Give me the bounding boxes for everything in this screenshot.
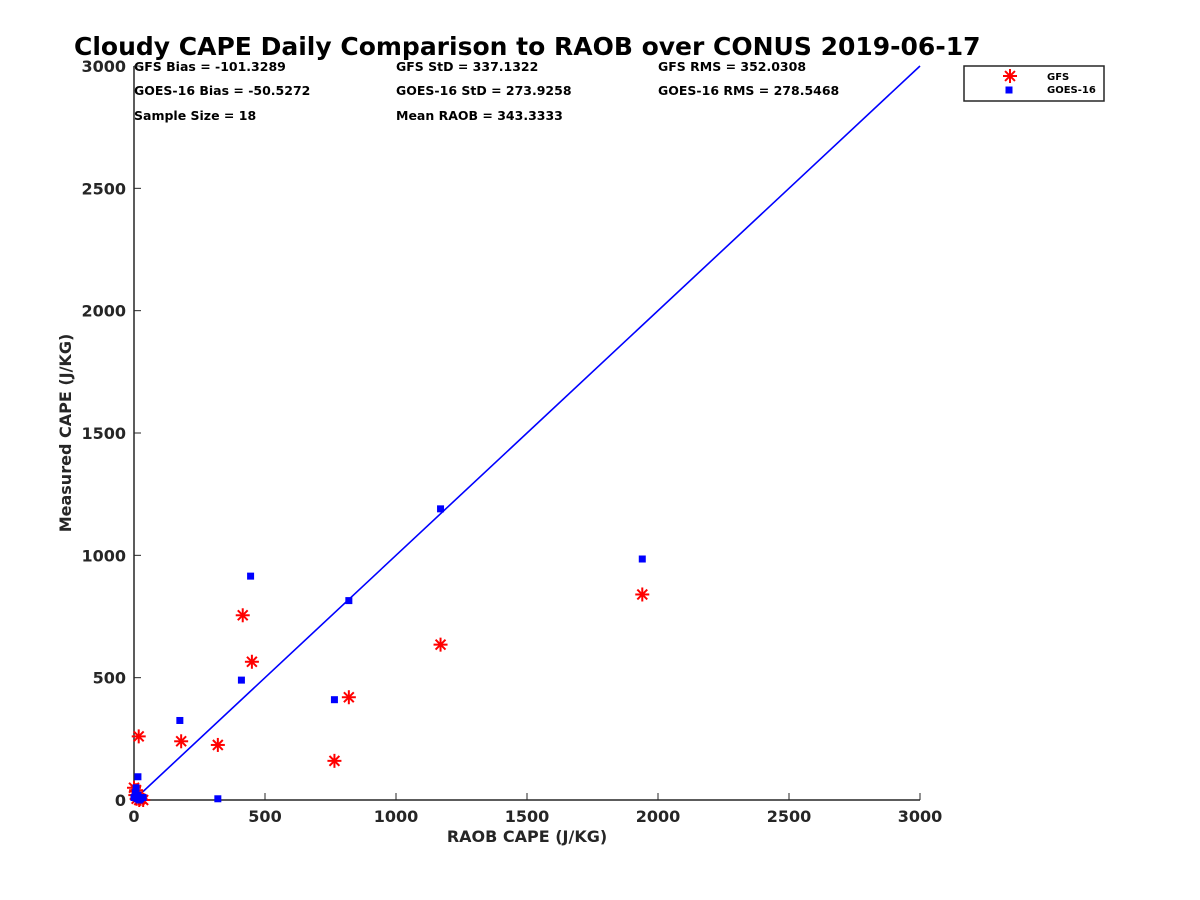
legend-gfs-asterisk	[1003, 69, 1017, 83]
x-tick-label: 2500	[767, 807, 812, 826]
stat-goes-std: GOES-16 StD = 273.9258	[396, 83, 572, 98]
x-tick-label: 0	[128, 807, 139, 826]
legend-label-goes-16: GOES-16	[1047, 85, 1096, 96]
goes-16-point	[132, 784, 140, 792]
legend-marker-gfs	[1003, 69, 1017, 83]
chart-title: Cloudy CAPE Daily Comparison to RAOB ove…	[74, 32, 980, 61]
goes-16-point	[237, 676, 245, 684]
goes-16-point	[437, 505, 445, 513]
y-tick-label: 3000	[81, 57, 126, 76]
gfs-point	[174, 734, 189, 749]
legend-box	[963, 65, 1105, 102]
stat-mean-raob: Mean RAOB = 343.3333	[396, 108, 563, 123]
legend: GFS GOES-16	[963, 65, 1105, 102]
stat-gfs-rms: GFS RMS = 352.0308	[658, 59, 806, 74]
y-axis-label: Measured CAPE (J/KG)	[56, 334, 75, 533]
gfs-point	[244, 654, 259, 669]
y-tick-label: 1000	[81, 546, 126, 565]
y-tick-label: 2500	[81, 179, 126, 198]
y-tick-label: 0	[115, 791, 126, 810]
stat-goes-bias: GOES-16 Bias = -50.5272	[134, 83, 310, 98]
x-tick-label: 1500	[505, 807, 550, 826]
stat-gfs-bias: GFS Bias = -101.3289	[134, 59, 286, 74]
goes-16-point	[134, 791, 142, 799]
y-tick-label: 2000	[81, 302, 126, 321]
goes-16-point	[139, 794, 147, 802]
x-tick-label: 2000	[636, 807, 681, 826]
gfs-point	[327, 753, 342, 768]
goes-16-point	[638, 555, 646, 563]
goes-16-point	[330, 696, 338, 704]
gfs-point	[635, 587, 650, 602]
stat-goes-rms: GOES-16 RMS = 278.5468	[658, 83, 839, 98]
goes-16-point	[247, 572, 255, 580]
y-tick-label: 1500	[81, 424, 126, 443]
gfs-point	[433, 637, 448, 652]
y-tick-label: 500	[93, 669, 126, 688]
stat-sample-size: Sample Size = 18	[134, 108, 256, 123]
x-tick-label: 3000	[898, 807, 943, 826]
one-to-one-line	[133, 65, 921, 801]
x-axis-label: RAOB CAPE (J/KG)	[447, 827, 607, 846]
goes-16-point	[214, 795, 222, 803]
gfs-point	[235, 608, 250, 623]
statistics-block: GFS Bias = -101.3289 GOES-16 Bias = -50.…	[134, 59, 839, 123]
gfs-point	[131, 729, 146, 744]
data-points	[127, 505, 650, 807]
reference-line	[133, 65, 921, 801]
gfs-point	[210, 737, 225, 752]
x-tick-label: 500	[248, 807, 281, 826]
legend-goes-16-square	[1005, 86, 1013, 94]
goes-16-point	[134, 773, 142, 781]
legend-marker-goes-16	[1005, 86, 1013, 94]
goes-16-point	[176, 716, 184, 724]
legend-label-gfs: GFS	[1047, 72, 1069, 83]
stat-gfs-std: GFS StD = 337.1322	[396, 59, 538, 74]
x-tick-label: 1000	[374, 807, 419, 826]
gfs-point	[341, 690, 356, 705]
goes-16-point	[345, 597, 353, 605]
axes: 0 500 1000 1500 2000 2500 3000 0 500 1000 1500 2000…	[81, 57, 942, 826]
